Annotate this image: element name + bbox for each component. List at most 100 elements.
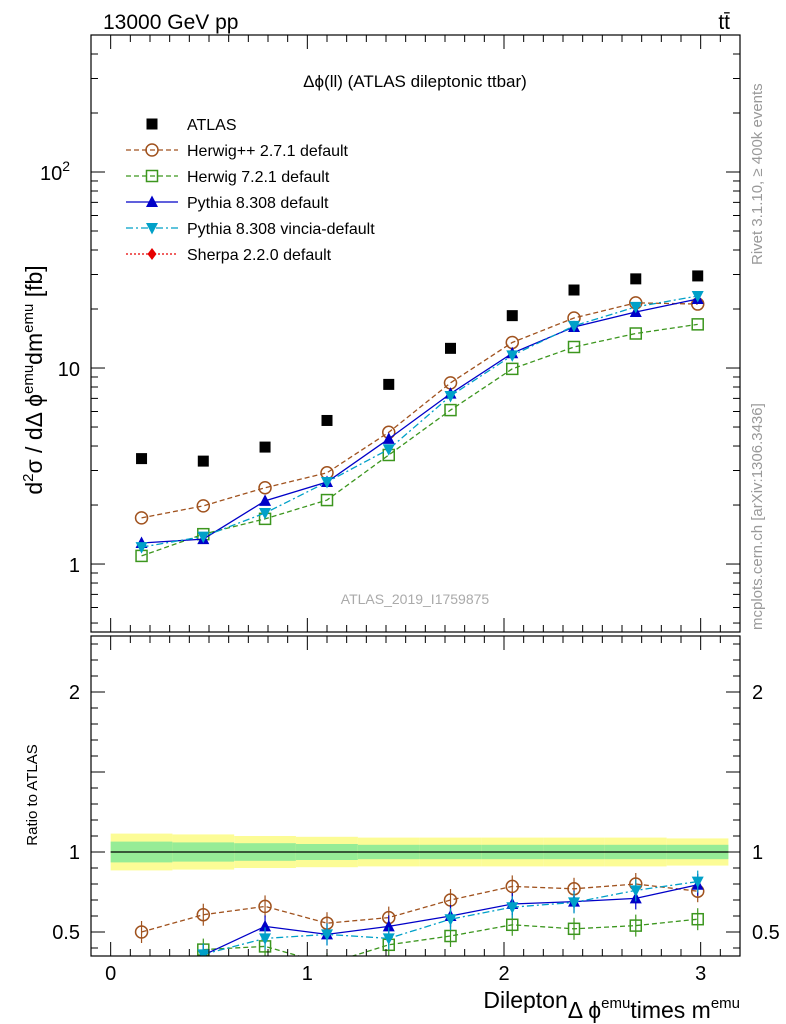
data-point-herwig-2-7-1-default xyxy=(443,376,458,390)
legend-label: Herwig++ 2.7.1 default xyxy=(187,143,349,160)
ratio-point-pythia-8-308-vincia-default xyxy=(568,897,581,909)
series-pythia-8-308-default xyxy=(135,292,704,549)
ratio-y-tick-label-left: 2 xyxy=(69,682,80,704)
rivet-label: Rivet 3.1.10, ≥ 400k events xyxy=(749,83,766,265)
data-point-pythia-8-308-vincia-default xyxy=(568,320,581,333)
y-tick-label: 10 xyxy=(58,359,80,381)
ratio-y-tick-label-left: 1 xyxy=(69,842,80,864)
ratio-y-tick-label-right: 2 xyxy=(752,682,763,704)
legend-label: Herwig 7.2.1 default xyxy=(187,169,330,186)
x-axis-label-part: times m xyxy=(630,997,711,1023)
data-point-atlas xyxy=(445,342,457,354)
y-tick-label-exponent: 2 xyxy=(62,158,70,174)
ratio-point-pythia-8-308-vincia-default xyxy=(259,933,272,945)
ratio-series-herwig-2-7-1-default xyxy=(134,873,705,943)
data-point-herwig-2-7-1-default xyxy=(258,480,272,495)
data-point-pythia-8-308-default xyxy=(382,432,395,444)
x-axis-label-part: Dilepton xyxy=(483,987,567,1013)
chart-title: Δϕ(ll) (ATLAS dileptonic ttbar) xyxy=(303,72,527,91)
series-pythia-8-308-vincia-default xyxy=(135,291,704,554)
data-point-atlas xyxy=(568,284,580,296)
ratio-y-tick-label-right: 0.5 xyxy=(752,922,780,944)
x-tick-label: 2 xyxy=(498,963,509,985)
data-point-pythia-8-308-vincia-default xyxy=(197,531,210,544)
y-axis-label-part: emu xyxy=(20,304,37,333)
ratio-y-axis-label: Ratio to ATLAS xyxy=(24,744,41,845)
legend-marker xyxy=(146,195,158,207)
legend-marker xyxy=(145,143,159,157)
x-tick-label: 1 xyxy=(302,963,313,985)
legend-label: Pythia 8.308 default xyxy=(187,195,329,212)
ratio-y-tick-label-left: 0.5 xyxy=(52,922,80,944)
ratio-point-herwig-7-2-1-default xyxy=(567,922,581,936)
ratio-point-herwig-7-2-1-default xyxy=(506,918,519,932)
ratio-point-pythia-8-308-vincia-default xyxy=(382,933,395,945)
y-tick-label: 1 xyxy=(69,555,80,577)
data-point-atlas xyxy=(197,455,209,467)
data-point-pythia-8-308-vincia-default xyxy=(506,350,519,362)
ratio-point-herwig-2-7-1-default xyxy=(196,907,211,922)
data-point-herwig-7-2-1-default xyxy=(320,493,334,507)
series-herwig-2-7-1-default xyxy=(134,296,705,525)
ratio-point-pythia-8-308-vincia-default xyxy=(197,949,210,956)
process-label: tt̄ xyxy=(718,11,730,34)
data-point-herwig-2-7-1-default xyxy=(134,511,149,525)
ratio-point-pythia-8-308-vincia-default xyxy=(629,885,642,897)
data-point-atlas xyxy=(692,270,704,282)
data-point-atlas xyxy=(506,310,518,322)
data-point-atlas xyxy=(383,378,395,390)
y-axis-label-part: emu xyxy=(20,365,37,394)
y-axis-label-part: d xyxy=(21,482,47,495)
data-point-herwig-7-2-1-default xyxy=(567,340,581,354)
y-axis-label: d2σ / dΔ ϕemudmemu [fb] xyxy=(20,265,47,494)
data-point-pythia-8-308-vincia-default xyxy=(135,542,148,554)
y-axis-label-part: [fb] xyxy=(21,265,47,303)
x-axis-label-part: emu xyxy=(601,995,630,1012)
ratio-frame xyxy=(90,635,741,957)
ratio-point-pythia-8-308-vincia-default xyxy=(321,929,333,941)
data-point-herwig-7-2-1-default xyxy=(691,318,704,331)
ratio-point-herwig-2-7-1-default xyxy=(134,925,149,939)
ratio-point-herwig-7-2-1-default xyxy=(691,912,704,926)
ratio-panel: 0.5 0.5 1 1 2 2 0 1 2 3 xyxy=(52,635,780,985)
data-point-herwig-7-2-1-default xyxy=(506,362,519,376)
ratio-point-herwig-2-7-1-default xyxy=(258,899,272,914)
ratio-point-herwig-2-7-1-default xyxy=(505,879,520,894)
series-line-pythia-8-308-default xyxy=(141,298,698,544)
ratio-line-herwig-2-7-1-default xyxy=(141,883,698,933)
legend-marker xyxy=(147,248,157,260)
x-axis-label-part: Δ ϕ xyxy=(568,997,601,1023)
ratio-data xyxy=(110,833,729,970)
data-point-pythia-8-308-vincia-default xyxy=(259,508,272,520)
mcplots-label: mcplots.cern.ch [arXiv:1306.3436] xyxy=(749,403,766,630)
ratio-point-pythia-8-308-vincia-default xyxy=(444,914,457,926)
series-line-herwig-2-7-1-default xyxy=(141,302,698,519)
ratio-point-herwig-7-2-1-default xyxy=(629,919,643,932)
main-data xyxy=(134,270,705,563)
legend-marker xyxy=(145,169,159,183)
y-axis-label-part: dm xyxy=(21,333,47,365)
data-point-herwig-2-7-1-default xyxy=(196,499,211,513)
main-panel: 1 10 102 xyxy=(40,34,741,633)
ratio-line-herwig-7-2-1-default xyxy=(203,918,698,956)
data-point-pythia-8-308-default xyxy=(259,494,272,506)
series-herwig-7-2-1-default xyxy=(135,318,704,563)
ratio-series-pythia-8-308-vincia-default xyxy=(197,870,704,956)
series-line-herwig-7-2-1-default xyxy=(141,323,698,557)
y-tick-label: 102 xyxy=(40,158,70,185)
data-point-pythia-8-308-vincia-default xyxy=(629,301,642,314)
x-axis-label: DileptonΔ ϕemutimes memu xyxy=(483,987,740,1023)
ratio-point-herwig-7-2-1-default xyxy=(322,959,333,970)
ratio-point-pythia-8-308-default xyxy=(259,919,272,932)
ratio-point-herwig-7-2-1-default xyxy=(444,929,457,943)
ratio-point-pythia-8-308-vincia-default xyxy=(506,902,519,914)
data-point-pythia-8-308-vincia-default xyxy=(382,444,395,456)
legend-label: Pythia 8.308 vincia-default xyxy=(187,221,375,238)
legend-marker xyxy=(146,118,158,130)
y-axis-label-part: 2 xyxy=(20,474,37,482)
data-point-atlas xyxy=(136,453,148,465)
x-axis-label-part: emu xyxy=(711,995,740,1012)
series-atlas xyxy=(136,270,704,467)
data-point-atlas xyxy=(321,414,333,426)
